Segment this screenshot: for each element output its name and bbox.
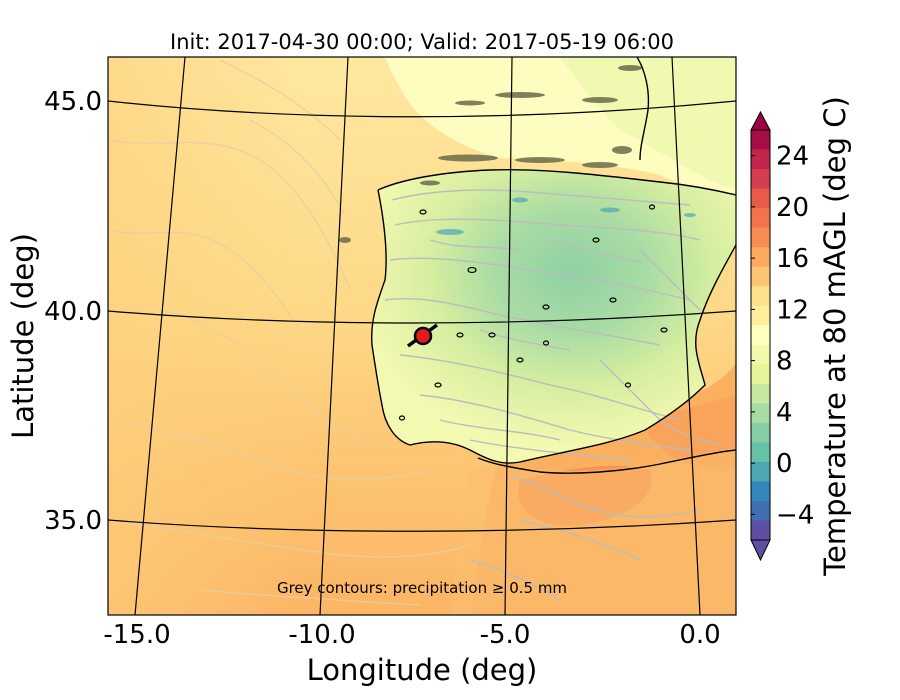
site-marker-dot (413, 326, 433, 346)
colorbar-tick-label: 20 (776, 193, 809, 223)
gridline-lon-m15 (134, 57, 186, 615)
map-panel: Grey contours: precipitation ≥ 0.5 mm (108, 57, 736, 615)
colorbar-band (751, 227, 770, 248)
y-tick-label: 35.0 (44, 506, 102, 536)
colorbar-band (751, 344, 770, 365)
africa-coastline (477, 449, 736, 474)
colorbar-label: Temperature at 80 mAGL (deg C) (818, 96, 852, 577)
gridline-lon-0 (671, 57, 701, 615)
x-tick-label: -15.0 (103, 620, 170, 650)
colorbar-band (751, 520, 770, 541)
colorbar-top-arrow (750, 110, 771, 131)
france-coastline (636, 57, 650, 161)
gridline-lon-m10 (319, 57, 349, 615)
colorbar-band (751, 247, 770, 268)
colorbar-band (751, 305, 770, 326)
map-frame (107, 56, 737, 616)
colorbar-band (751, 500, 770, 521)
x-axis-label: Longitude (deg) (307, 653, 538, 687)
x-tick-label: -5.0 (480, 620, 531, 650)
colorbar-band (751, 130, 770, 151)
colorbar-band (751, 442, 770, 463)
colorbar: 24 20 16 12 8 4 0 −4 (750, 110, 814, 562)
iberia-land (371, 169, 736, 464)
colorbar-band (751, 383, 770, 404)
y-tick-label: 40.0 (44, 297, 102, 327)
colorbar-bottom-arrow (750, 539, 771, 562)
colorbar-band (751, 422, 770, 443)
colorbar-band (751, 149, 770, 170)
colorbar-tick-label: 12 (776, 295, 809, 325)
colorbar-band (751, 403, 770, 424)
colorbar-band (751, 364, 770, 385)
colorbar-band (751, 169, 770, 190)
colorbar-tick-label: −4 (776, 500, 814, 530)
colorbar-tick-label: 16 (776, 244, 809, 274)
colorbar-band (751, 208, 770, 229)
x-tick-labels: -15.0 -10.0 -5.0 0.0 (103, 620, 720, 650)
colorbar-band (751, 325, 770, 346)
y-axis-label: Latitude (deg) (6, 233, 40, 439)
colorbar-band (751, 286, 770, 307)
y-tick-label: 45.0 (44, 87, 102, 117)
iberia-coastline (377, 168, 736, 196)
gridline-lat-45 (108, 100, 736, 118)
colorbar-tick-label: 4 (776, 398, 793, 428)
colorbar-band (751, 481, 770, 502)
x-tick-label: 0.0 (679, 620, 720, 650)
colorbar-tick-label: 8 (776, 347, 793, 377)
precip-annotation: Grey contours: precipitation ≥ 0.5 mm (277, 579, 567, 597)
plot-title: Init: 2017-04-30 00:00; Valid: 2017-05-1… (170, 30, 674, 54)
africa-land (450, 448, 736, 615)
colorbar-band (751, 266, 770, 287)
gridline-lat-40 (108, 310, 736, 324)
colorbar-tick-label: 0 (776, 449, 793, 479)
graticule (108, 57, 736, 615)
colorbar-tick-label: 24 (776, 142, 809, 172)
site-marker (406, 323, 439, 348)
gridline-lat-35 (108, 519, 736, 532)
y-tick-labels: 45.0 40.0 35.0 (44, 87, 102, 536)
colorbar-band (751, 461, 770, 482)
colorbar-band (751, 188, 770, 209)
x-tick-label: -10.0 (288, 620, 355, 650)
gridline-lon-m5 (504, 57, 513, 615)
